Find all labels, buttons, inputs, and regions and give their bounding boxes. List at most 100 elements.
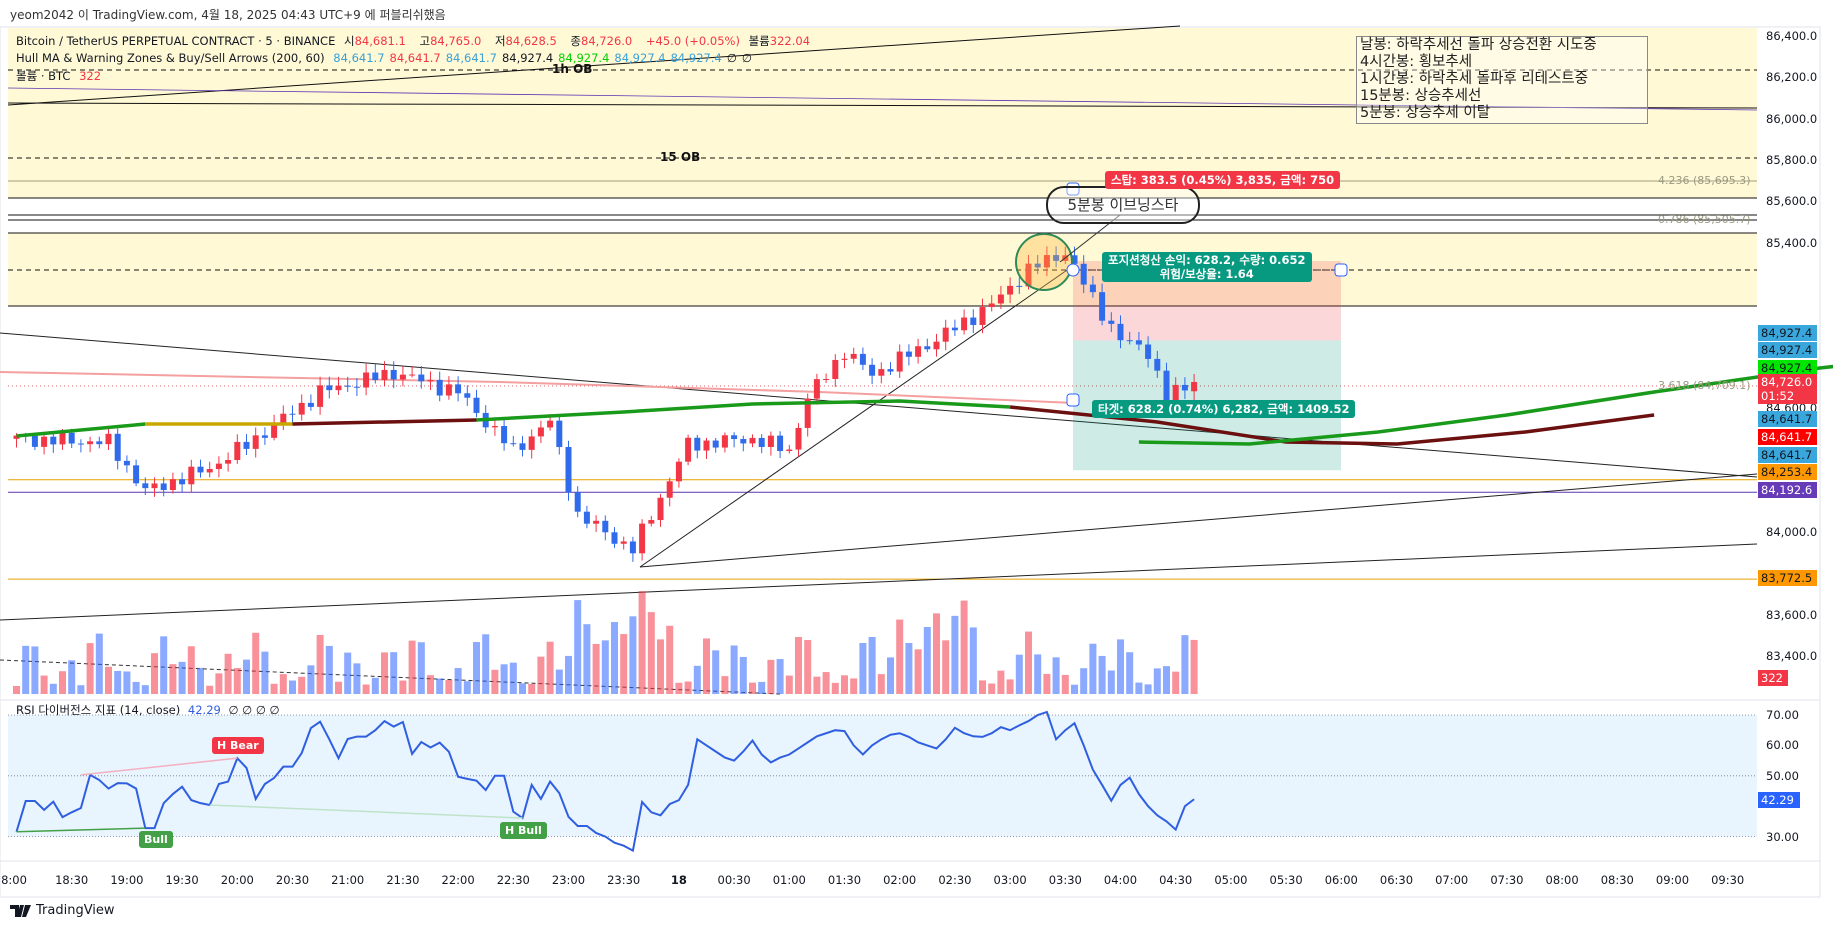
evening-star-callout[interactable]: 5분봉 이브닝스타 [1046,186,1200,224]
order-block-zone [8,28,1757,198]
volume-bar [675,682,683,694]
open-value: 84,681.1 [354,34,406,48]
symbol-title[interactable]: Bitcoin / TetherUS PERPETUAL CONTRACT · … [16,34,336,48]
indicator-value: 84,641.7 [333,51,385,65]
candle-up [234,441,241,461]
volume-bar [758,681,766,694]
candle-up [639,523,646,554]
trend-line [7,25,1181,106]
candle-down [758,437,765,447]
drag-handle[interactable] [1066,393,1080,407]
candle-up [87,441,94,445]
time-tick-label: 03:30 [1048,873,1082,887]
candle-down [1034,263,1041,268]
footer-brand[interactable]: TradingView [36,903,115,918]
volume-bar [647,612,655,694]
candle-up [105,433,112,445]
volume-bar [1061,674,1069,694]
candle-up [878,369,885,376]
candle-up [979,307,986,325]
volume-bar [243,659,250,694]
time-tick-label: 22:00 [441,873,475,887]
analysis-text-box[interactable]: 날봉: 하락추세선 돌파 상승전환 시도중 4시간봉: 횡보추세 1시간봉: 하… [1356,36,1648,124]
drag-handle[interactable] [1066,263,1080,277]
volume-bar [611,622,618,694]
volume-bar [528,683,536,694]
candle-down [694,437,701,451]
candle-down [455,384,462,394]
volume-bar [601,640,609,694]
candle-up [767,435,774,447]
indicator-value: 84,641.7 [389,51,441,65]
candle-up [675,461,682,482]
volume-bar [1153,668,1161,694]
candle-down [344,385,351,387]
candle-down [565,447,572,493]
rsi-tick-label: 60.00 [1766,738,1799,753]
volume-bar [693,665,701,694]
candle-down [1099,292,1106,321]
volume-bar [270,683,278,694]
target-label: 타겟: 628.2 (0.74%) 6,282, 금액: 1409.52 [1092,400,1356,418]
drag-handle[interactable] [1334,263,1348,277]
candle-up [933,341,940,350]
fib-label-4236: 4.236 (85,695.3) [1658,174,1751,187]
candle-up [206,468,213,473]
candle-up [988,303,995,308]
price-tick-label: 83,600.0 [1766,607,1818,622]
candle-up [896,351,903,372]
volume-indicator-title[interactable]: 볼륨 · BTC [16,69,71,83]
hull-ma-down [292,418,477,426]
volume-bar [77,685,85,694]
time-tick-label: 04:30 [1159,873,1193,887]
volume-bar [1135,682,1143,694]
volume-bar [316,634,324,694]
volume-bar [141,685,149,694]
candle-down [905,351,912,357]
time-tick-label: 09:00 [1655,873,1690,887]
volume-bar [13,686,20,694]
candle-down [519,443,526,450]
volume-bar [151,653,158,694]
volume-bar [206,685,214,694]
position-close-label: 포지션청산 손익: 628.2, 수량: 0.652 위험/보상율: 1.64 [1102,252,1312,282]
volume-bar [850,678,858,694]
tradingview-logo-icon [10,904,31,917]
rsi-title[interactable]: RSI 다이버전스 지표 (14, close) [16,703,181,717]
volume-bar [49,683,57,694]
time-tick-label: 08:30 [1600,873,1634,887]
time-tick-label: 09:30 [1711,873,1745,887]
candle-down [123,460,130,466]
volume-bar [399,680,407,694]
hidden-bear-divergence-label: H Bear [212,737,264,754]
price-tag: 83,772.5 [1758,570,1817,587]
ob-15-label: 15 OB [660,150,701,164]
volume-bar [500,664,508,694]
candle-up [427,379,434,382]
volume-bar [390,652,398,694]
volume-bar [307,665,315,694]
indicator-title[interactable]: Hull MA & Warning Zones & Buy/Sell Arrow… [16,51,325,65]
volume-bar [95,633,103,694]
volume-bar [1107,670,1115,694]
volume-bar [841,675,848,694]
uptrend-line [639,267,1071,568]
candle-down [142,483,149,489]
price-tag: 84,927.4 [1758,324,1817,341]
volume-bar [703,638,710,694]
candle-down [1108,320,1115,324]
price-tick-label: 83,400.0 [1766,649,1818,664]
volume-bar [969,627,977,694]
volume-legend: 볼륨 · BTC 322 [16,68,106,84]
candle-down [1016,285,1023,287]
hidden-bull-divergence-line [209,804,523,819]
bull-divergence-label: Bull [139,831,173,848]
volume-bar [325,645,333,694]
volume-bar [933,613,940,694]
candle-down [712,440,719,448]
time-tick-label: 05:00 [1214,873,1248,887]
volume-bar [160,636,168,694]
candle-up [225,460,232,464]
candle-down [869,364,876,376]
